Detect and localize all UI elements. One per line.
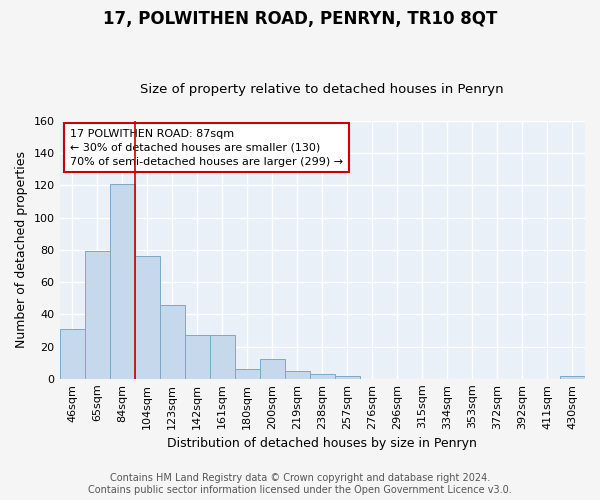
Bar xyxy=(260,360,285,379)
Bar xyxy=(209,336,235,379)
Bar xyxy=(560,376,585,379)
Y-axis label: Number of detached properties: Number of detached properties xyxy=(15,152,28,348)
X-axis label: Distribution of detached houses by size in Penryn: Distribution of detached houses by size … xyxy=(167,437,477,450)
Text: 17, POLWITHEN ROAD, PENRYN, TR10 8QT: 17, POLWITHEN ROAD, PENRYN, TR10 8QT xyxy=(103,10,497,28)
Bar xyxy=(160,304,185,379)
Bar xyxy=(185,336,209,379)
Bar xyxy=(59,329,85,379)
Bar xyxy=(110,184,134,379)
Text: 17 POLWITHEN ROAD: 87sqm
← 30% of detached houses are smaller (130)
70% of semi-: 17 POLWITHEN ROAD: 87sqm ← 30% of detach… xyxy=(70,128,343,166)
Bar xyxy=(85,252,110,379)
Bar xyxy=(285,370,310,379)
Bar xyxy=(134,256,160,379)
Bar xyxy=(310,374,335,379)
Title: Size of property relative to detached houses in Penryn: Size of property relative to detached ho… xyxy=(140,83,504,96)
Bar xyxy=(235,369,260,379)
Text: Contains HM Land Registry data © Crown copyright and database right 2024.
Contai: Contains HM Land Registry data © Crown c… xyxy=(88,474,512,495)
Bar xyxy=(335,376,360,379)
